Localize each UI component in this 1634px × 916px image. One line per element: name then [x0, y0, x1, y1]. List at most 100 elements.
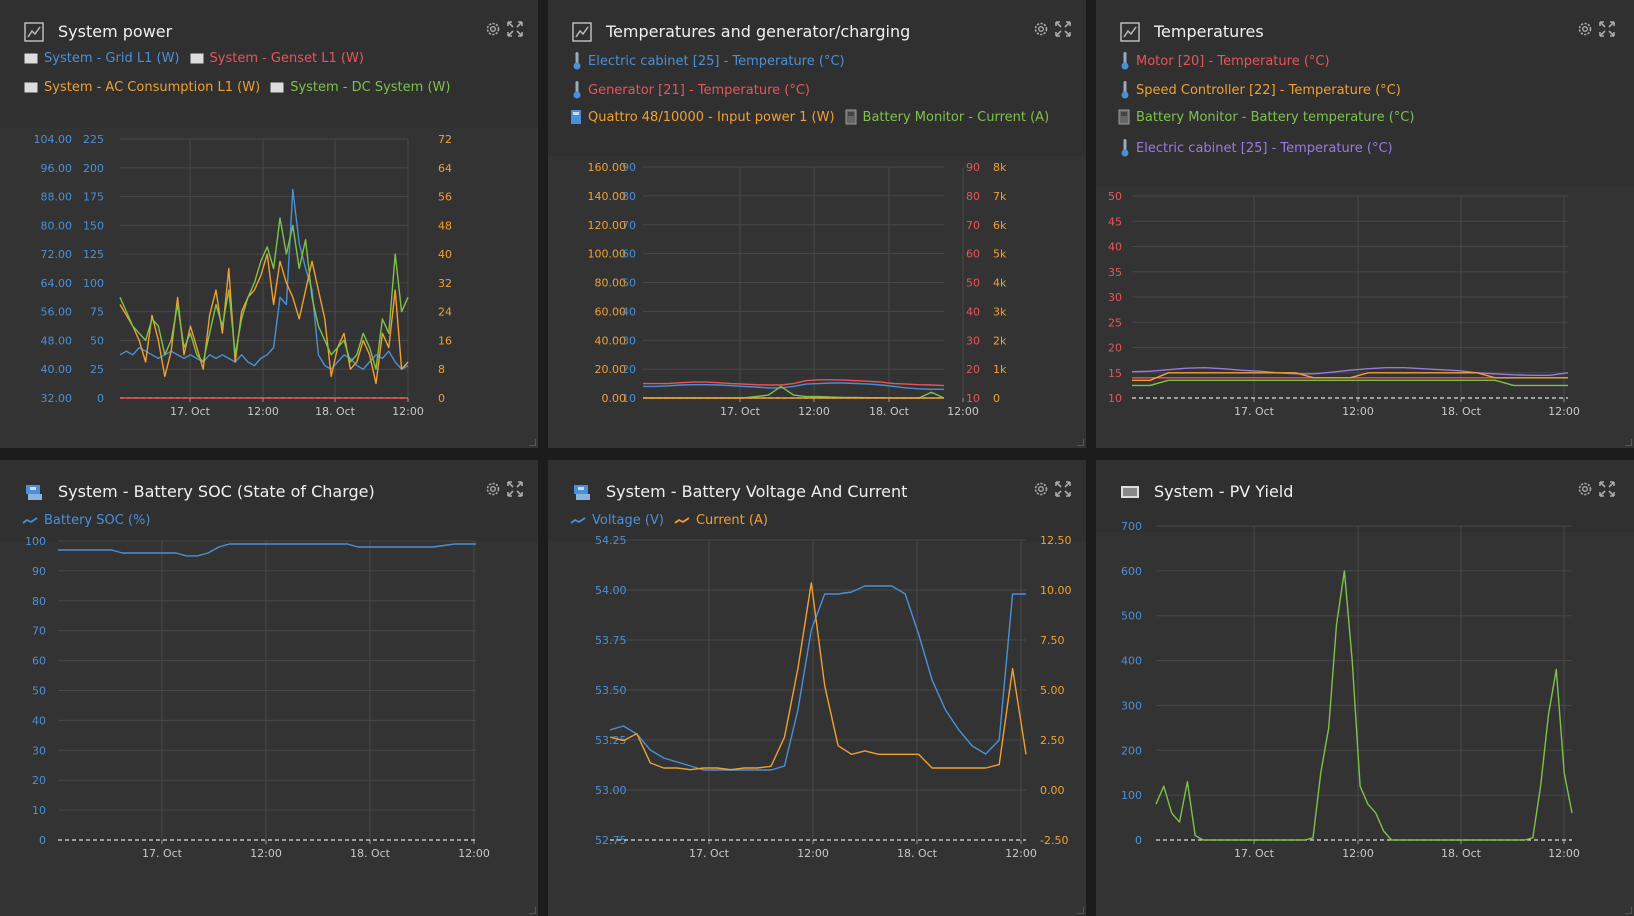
x-tick-label: 18. Oct [869, 405, 910, 418]
system-icon [574, 485, 590, 500]
thermometer-icon [573, 52, 581, 70]
resize-handle[interactable] [1077, 439, 1084, 446]
y-tick-label: 40 [1108, 241, 1122, 254]
panel-title: System - PV Yield [1154, 482, 1294, 501]
legend-item-electric-cabinet[interactable]: Electric cabinet [25] - Temperature (°C) [572, 51, 845, 71]
y-tick-label: 50 [966, 277, 980, 290]
expand-icon[interactable] [1054, 480, 1072, 498]
y-tick-label: 70 [32, 625, 46, 638]
y-tick-label: 20 [32, 774, 46, 787]
line-chart-icon [24, 22, 44, 42]
checkbox-icon [24, 82, 38, 93]
y-tick-label: 90 [622, 161, 636, 174]
legend-item-grid[interactable]: System - Grid L1 (W) [24, 51, 180, 66]
series-line [609, 585, 1026, 771]
y-tick-label: 400 [1121, 655, 1142, 668]
pv-icon [1121, 486, 1139, 498]
legend: Battery Monitor - Battery temperature (°… [1118, 109, 1424, 125]
legend-label: System - Grid L1 (W) [44, 51, 180, 66]
checkbox-icon [190, 53, 203, 64]
panel-temps-generator: Temperatures and generator/charging Elec… [548, 0, 1086, 448]
panel-temperatures: Temperatures Motor [20] - Temperature (°… [1096, 0, 1634, 448]
gear-icon[interactable] [1576, 20, 1594, 38]
expand-icon[interactable] [506, 20, 524, 38]
y-tick-label: 48.00 [41, 334, 73, 347]
system-power-chart[interactable]: 104.00 225 72 96.00 200 64 88.00 175 56 80.00 150 4… [0, 0, 538, 448]
legend-item-dc-system[interactable]: System - DC System (W) [270, 80, 450, 95]
checkbox-icon [270, 82, 284, 93]
x-tick-label: 12:00 [250, 847, 282, 860]
legend-item-quattro[interactable]: Quattro 48/10000 - Input power 1 (W) [570, 109, 835, 125]
line-chart-icon [572, 22, 592, 42]
resize-handle[interactable] [529, 907, 536, 914]
x-tick-label: 18. Oct [1441, 847, 1482, 860]
gear-icon[interactable] [484, 480, 502, 498]
y-tick-label: 80 [32, 595, 46, 608]
legend-item-current[interactable]: Current (A) [674, 513, 768, 528]
line-swatch-icon [674, 516, 690, 524]
legend-item-genset[interactable]: System - Genset L1 (W) [190, 51, 364, 66]
y-tick-label: 200 [1121, 744, 1142, 757]
resize-handle[interactable] [529, 439, 536, 446]
y-tick-label: 72 [438, 133, 452, 146]
y-tick-label: 2.50 [1040, 734, 1065, 747]
x-tick-label: 12:00 [392, 405, 424, 418]
y-tick-label: 70 [966, 219, 980, 232]
pv-yield-chart[interactable]: 700 600 500 400 300 200 100 0 17. Oct 12:00 18. Oc… [1096, 460, 1634, 916]
y-tick-label: 40 [966, 305, 980, 318]
y-tick-label: 40 [32, 714, 46, 727]
series-line [643, 379, 945, 387]
legend-item-voltage[interactable]: Voltage (V) [570, 513, 664, 528]
expand-icon[interactable] [1598, 20, 1616, 38]
thermometer-icon [1121, 81, 1129, 99]
checkbox-icon [24, 53, 38, 64]
legend-label: Battery Monitor - Current (A) [862, 109, 1050, 125]
panel-title: System - Battery Voltage And Current [606, 482, 908, 501]
expand-icon[interactable] [1598, 480, 1616, 498]
resize-handle[interactable] [1625, 907, 1632, 914]
y-tick-label: 300 [1121, 699, 1142, 712]
y-tick-label: 30 [966, 334, 980, 347]
legend-item-battery-soc[interactable]: Battery SOC (%) [22, 513, 150, 528]
temperatures-chart[interactable]: 50 45 40 35 30 25 20 15 10 17. Oct 12:00 18. Oct 12:… [1096, 0, 1634, 448]
y-tick-label: 0 [1135, 834, 1142, 847]
expand-icon[interactable] [506, 480, 524, 498]
gear-icon[interactable] [484, 20, 502, 38]
y-tick-label: 25 [1108, 316, 1122, 329]
gear-icon[interactable] [1032, 20, 1050, 38]
legend-item-electric-cabinet[interactable]: Electric cabinet [25] - Temperature (°C) [1120, 138, 1393, 158]
resize-handle[interactable] [1625, 439, 1632, 446]
battery-voltage-current-chart[interactable]: 54.25 12.50 54.00 10.00 53.75 7.50 53.50 5.00 53… [548, 460, 1086, 916]
legend-item-battery-temp[interactable]: Battery Monitor - Battery temperature (°… [1118, 109, 1414, 125]
legend-item-generator[interactable]: Generator [21] - Temperature (°C) [572, 80, 810, 100]
panel-system-power: System power System - Grid L1 (W) System… [0, 0, 538, 448]
gear-icon[interactable] [1576, 480, 1594, 498]
x-tick-label: 12:00 [1548, 847, 1580, 860]
y-tick-label: 100 [83, 277, 104, 290]
y-tick-label: 140.00 [588, 190, 627, 203]
legend-label: Electric cabinet [25] - Temperature (°C) [588, 53, 845, 69]
gear-icon[interactable] [1032, 480, 1050, 498]
x-tick-label: 12:00 [1342, 405, 1374, 418]
y-tick-label: 12.50 [1040, 534, 1072, 547]
y-tick-label: 24 [438, 306, 452, 319]
legend-item-ac-consumption[interactable]: System - AC Consumption L1 (W) [24, 80, 260, 95]
y-tick-label: 600 [1121, 565, 1142, 578]
y-tick-label: 100 [25, 535, 46, 548]
legend-label: Electric cabinet [25] - Temperature (°C) [1136, 140, 1393, 156]
y-tick-label: 56 [438, 191, 452, 204]
y-tick-label: 0.00 [602, 392, 627, 405]
resize-handle[interactable] [1077, 907, 1084, 914]
series-line [609, 582, 1027, 771]
legend-item-speed-controller[interactable]: Speed Controller [22] - Temperature (°C) [1120, 80, 1401, 100]
y-tick-label: 80.00 [41, 219, 73, 232]
expand-icon[interactable] [1054, 20, 1072, 38]
legend-item-battery-current[interactable]: Battery Monitor - Current (A) [845, 109, 1050, 125]
panel-header [548, 0, 1086, 156]
y-tick-label: 48 [438, 219, 452, 232]
panel-header [0, 460, 538, 542]
x-tick-label: 12:00 [1342, 847, 1374, 860]
legend-item-motor[interactable]: Motor [20] - Temperature (°C) [1120, 51, 1330, 71]
